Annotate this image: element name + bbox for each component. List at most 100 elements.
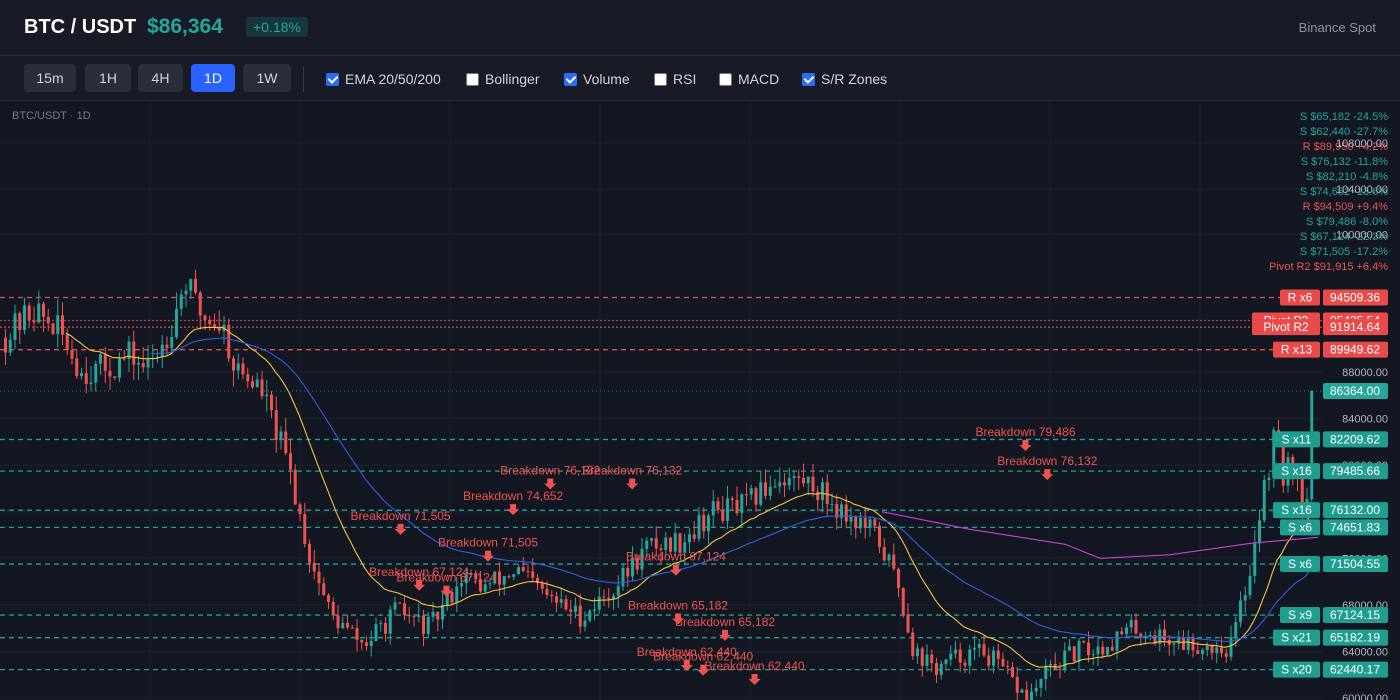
ema-toggle[interactable]: EMA 20/50/200 bbox=[326, 70, 441, 88]
candle-body bbox=[740, 494, 744, 514]
candle-body bbox=[194, 278, 197, 293]
candle-body bbox=[198, 292, 202, 316]
candle-body bbox=[84, 373, 88, 385]
candle-body bbox=[412, 616, 416, 618]
candle-body bbox=[61, 315, 64, 335]
candle-body bbox=[1087, 642, 1090, 656]
level-tag-badge bbox=[1280, 519, 1320, 536]
timeframe-1d-button[interactable]: 1D bbox=[191, 64, 235, 92]
rsi-checkbox[interactable] bbox=[654, 72, 667, 86]
rsi-toggle[interactable]: RSI bbox=[654, 70, 696, 88]
candle-body bbox=[892, 554, 896, 569]
candle-body bbox=[488, 583, 492, 585]
timeframe-1w-button[interactable]: 1W bbox=[243, 64, 291, 92]
candle-body bbox=[460, 583, 463, 587]
level-tag-text: S x9 bbox=[1288, 608, 1312, 622]
candle-body bbox=[939, 663, 943, 675]
candle-body bbox=[365, 642, 368, 646]
candle-body bbox=[1144, 637, 1147, 639]
candle-body bbox=[702, 514, 706, 532]
sr-zones-toggle-label: S/R Zones bbox=[821, 71, 888, 87]
level-price-badge bbox=[1323, 519, 1388, 536]
macd-toggle[interactable]: MACD bbox=[719, 70, 779, 88]
level-tag-badge bbox=[1280, 289, 1320, 306]
level-price-text: 76132.00 bbox=[1330, 503, 1380, 517]
macd-checkbox[interactable] bbox=[719, 72, 732, 86]
candle-body bbox=[1186, 637, 1190, 650]
timeframe-15m-button[interactable]: 15m bbox=[24, 64, 76, 92]
chart-area[interactable]: Breakdown 71,505 Breakdown 67,124 Breakdow… bbox=[0, 101, 1400, 700]
candle-body bbox=[987, 655, 991, 666]
breakdown-arrow-icon bbox=[680, 660, 693, 672]
candle-body bbox=[303, 514, 307, 545]
candle-body bbox=[374, 624, 378, 641]
candle-body bbox=[859, 518, 862, 529]
candle-body bbox=[878, 525, 881, 548]
candle-body bbox=[445, 591, 449, 605]
candle-body bbox=[977, 644, 981, 648]
bollinger-checkbox[interactable] bbox=[466, 72, 479, 86]
candle-body bbox=[640, 548, 644, 570]
candle-body bbox=[840, 504, 843, 518]
candle-body bbox=[626, 567, 630, 577]
candle-body bbox=[1215, 647, 1219, 654]
candle-body bbox=[897, 568, 900, 589]
candle-body bbox=[574, 605, 577, 612]
candle-body bbox=[1205, 645, 1209, 651]
level-price-badge bbox=[1323, 661, 1388, 678]
candle-body bbox=[1253, 543, 1257, 576]
candle-body bbox=[407, 615, 411, 617]
ema-checkbox[interactable] bbox=[326, 72, 339, 86]
candle-body bbox=[1134, 619, 1138, 634]
level-tag-badge bbox=[1273, 629, 1320, 646]
candle-body bbox=[982, 644, 986, 656]
candle-body bbox=[160, 344, 164, 358]
candle-body bbox=[322, 583, 326, 596]
sr-zones-checkbox[interactable] bbox=[802, 72, 815, 86]
candle-body bbox=[550, 594, 554, 597]
candle-body bbox=[379, 623, 383, 625]
bollinger-toggle[interactable]: Bollinger bbox=[466, 70, 539, 88]
level-tag-badge bbox=[1273, 502, 1320, 519]
timeframe-1h-button[interactable]: 1H bbox=[85, 64, 131, 92]
breakdown-label: Breakdown 76,132 bbox=[997, 454, 1097, 468]
candle-body bbox=[251, 381, 254, 388]
candle-body bbox=[935, 663, 938, 675]
candle-body bbox=[920, 648, 924, 666]
sr-percent-label: S $79,486 -8.0% bbox=[1306, 216, 1388, 228]
breakdown-arrow-icon bbox=[672, 613, 685, 625]
candle-body bbox=[669, 537, 672, 552]
timeframe-4h-button[interactable]: 4H bbox=[138, 64, 183, 92]
candle-body bbox=[802, 477, 805, 484]
candle-body bbox=[1120, 631, 1124, 635]
candle-body bbox=[369, 640, 373, 646]
candle-body bbox=[502, 576, 506, 585]
candle-body bbox=[607, 597, 611, 600]
level-price-badge bbox=[1323, 463, 1388, 480]
toolbar-divider bbox=[303, 66, 304, 92]
candle-body bbox=[954, 649, 957, 654]
sr-zones-toggle[interactable]: S/R Zones bbox=[802, 70, 887, 88]
level-tag-text: R x13 bbox=[1281, 343, 1313, 357]
volume-checkbox[interactable] bbox=[564, 72, 577, 86]
candle-body bbox=[355, 628, 359, 640]
candle-body bbox=[830, 503, 834, 505]
candle-body bbox=[227, 324, 231, 359]
y-axis-tick: 108000.00 bbox=[1336, 138, 1388, 150]
volume-toggle[interactable]: Volume bbox=[564, 70, 630, 88]
y-axis-tick: 64000.00 bbox=[1342, 646, 1388, 658]
candle-body bbox=[1063, 650, 1067, 670]
candle-body bbox=[1229, 636, 1233, 657]
candle-body bbox=[730, 498, 734, 500]
candle-body bbox=[8, 339, 12, 353]
candle-body bbox=[384, 623, 387, 634]
candle-body bbox=[1020, 689, 1024, 693]
sr-percent-label: S $82,210 -4.8% bbox=[1306, 171, 1388, 183]
candle-body bbox=[521, 567, 525, 571]
level-tag-badge bbox=[1273, 431, 1320, 448]
candle-body bbox=[887, 554, 891, 561]
candle-body bbox=[916, 648, 919, 657]
candle-body bbox=[1077, 640, 1081, 662]
